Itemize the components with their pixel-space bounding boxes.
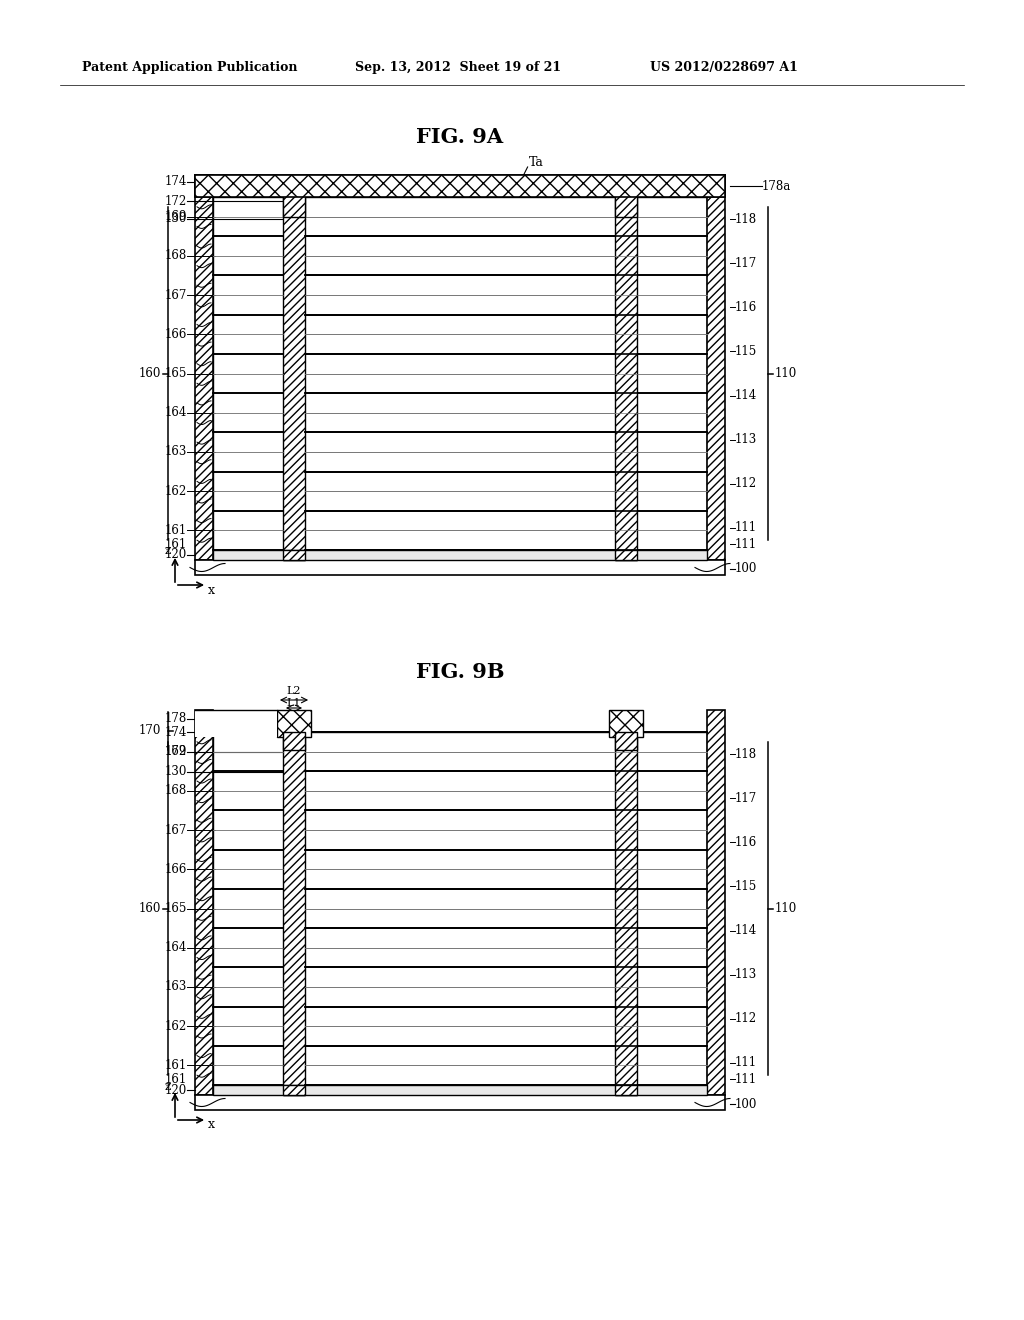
Text: 100: 100: [735, 1097, 758, 1110]
Text: 120: 120: [165, 549, 187, 561]
Bar: [283, 183, 305, 216]
Bar: [615, 197, 637, 560]
Text: 117: 117: [735, 792, 758, 805]
Text: 162: 162: [165, 484, 187, 498]
Bar: [278, 710, 311, 737]
Text: 111: 111: [735, 1073, 757, 1085]
Text: 120: 120: [165, 1084, 187, 1097]
Text: 111: 111: [735, 537, 757, 550]
Text: 160: 160: [138, 902, 161, 915]
Bar: [213, 550, 707, 560]
Text: 115: 115: [735, 880, 758, 892]
Text: 168: 168: [165, 249, 187, 263]
Text: 163: 163: [165, 445, 187, 458]
Text: 130: 130: [165, 766, 187, 777]
Text: L1: L1: [287, 698, 301, 708]
Bar: [707, 176, 725, 560]
Text: 113: 113: [735, 968, 758, 981]
Text: 170: 170: [138, 725, 161, 738]
Bar: [195, 176, 725, 197]
Bar: [195, 1096, 725, 1110]
Text: x: x: [208, 583, 214, 597]
Text: 178a: 178a: [762, 180, 792, 193]
Text: 112: 112: [735, 1012, 757, 1026]
Text: 161: 161: [165, 1073, 187, 1085]
Text: 110: 110: [775, 367, 798, 380]
Text: 168: 168: [165, 784, 187, 797]
Text: 115: 115: [735, 345, 758, 358]
Text: 166: 166: [165, 327, 187, 341]
Bar: [195, 176, 725, 197]
Text: FIG. 9B: FIG. 9B: [416, 663, 504, 682]
Bar: [195, 176, 213, 560]
Text: 116: 116: [735, 836, 758, 849]
Bar: [283, 1085, 305, 1096]
Bar: [615, 1085, 637, 1096]
Text: US 2012/0228697 A1: US 2012/0228697 A1: [650, 62, 798, 74]
Text: Sep. 13, 2012  Sheet 19 of 21: Sep. 13, 2012 Sheet 19 of 21: [355, 62, 561, 74]
Text: 161: 161: [165, 524, 187, 537]
Bar: [615, 550, 637, 560]
Text: 164: 164: [165, 941, 187, 954]
Text: 118: 118: [735, 747, 757, 760]
Text: 162: 162: [165, 1019, 187, 1032]
Bar: [213, 197, 707, 550]
Text: 167: 167: [165, 824, 187, 837]
Text: 174: 174: [165, 176, 187, 187]
Text: 117: 117: [735, 256, 758, 269]
Bar: [283, 733, 305, 750]
Text: 100: 100: [735, 562, 758, 576]
Bar: [615, 733, 637, 750]
Bar: [213, 733, 707, 1085]
Text: 165: 165: [165, 902, 187, 915]
Text: 172: 172: [165, 746, 187, 758]
Bar: [609, 710, 643, 737]
Text: 169: 169: [165, 210, 187, 223]
Text: FIG. 9A: FIG. 9A: [417, 127, 504, 147]
Text: 172: 172: [165, 195, 187, 209]
Bar: [283, 733, 305, 1096]
Text: 110: 110: [775, 902, 798, 915]
Text: 174: 174: [165, 726, 187, 738]
Text: z: z: [165, 1080, 171, 1093]
Bar: [195, 710, 278, 737]
Bar: [615, 183, 637, 216]
Text: 165: 165: [165, 367, 187, 380]
Bar: [195, 560, 725, 576]
Text: 118: 118: [735, 213, 757, 226]
Text: 161: 161: [165, 537, 187, 550]
Text: 169: 169: [165, 744, 187, 758]
Text: 114: 114: [735, 924, 758, 937]
Text: 111: 111: [735, 1056, 757, 1069]
Text: 130: 130: [165, 213, 187, 226]
Text: 164: 164: [165, 407, 187, 420]
Text: 161: 161: [165, 1059, 187, 1072]
Text: z: z: [165, 544, 171, 557]
Text: Ta: Ta: [528, 157, 544, 169]
Text: 166: 166: [165, 863, 187, 875]
Bar: [707, 710, 725, 1096]
Text: 163: 163: [165, 981, 187, 994]
Text: 113: 113: [735, 433, 758, 446]
Bar: [615, 733, 637, 1096]
Text: 160: 160: [138, 367, 161, 380]
Bar: [195, 710, 213, 1096]
Text: Patent Application Publication: Patent Application Publication: [82, 62, 298, 74]
Bar: [283, 550, 305, 560]
Bar: [283, 197, 305, 560]
Text: 178: 178: [165, 713, 187, 725]
Text: 112: 112: [735, 478, 757, 490]
Text: L2: L2: [287, 686, 301, 696]
Text: 114: 114: [735, 389, 758, 403]
Text: 111: 111: [735, 521, 757, 535]
Bar: [213, 1085, 707, 1096]
Text: x: x: [208, 1118, 214, 1131]
Text: 116: 116: [735, 301, 758, 314]
Text: 167: 167: [165, 289, 187, 301]
